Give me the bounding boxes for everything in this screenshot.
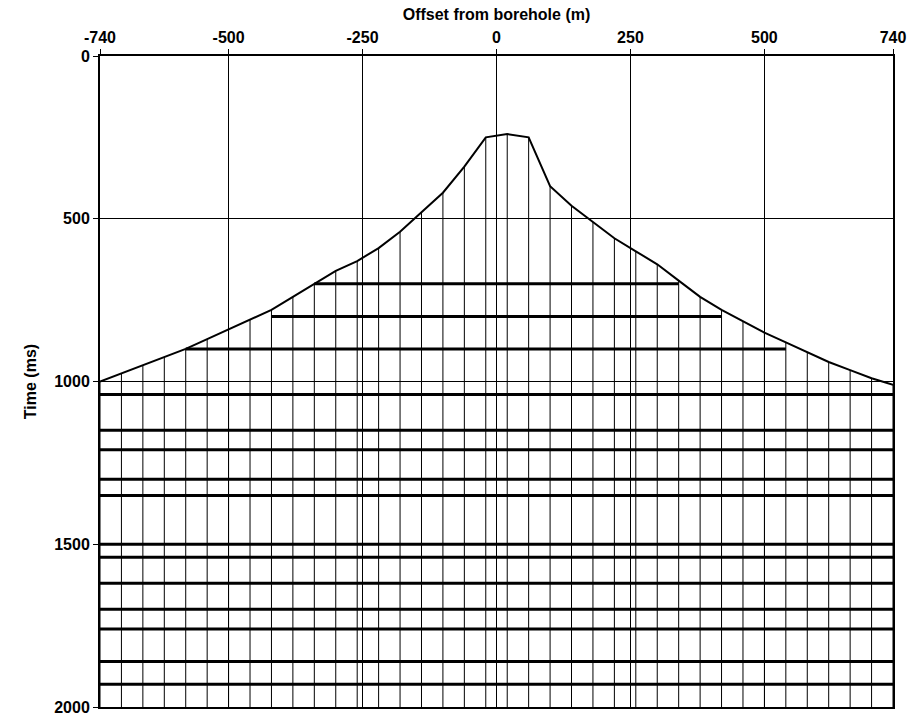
svg-text:1000: 1000 (54, 373, 90, 390)
svg-text:250: 250 (617, 29, 644, 46)
svg-text:0: 0 (492, 29, 501, 46)
svg-text:Time (ms): Time (ms) (22, 344, 39, 419)
svg-text:-500: -500 (213, 29, 245, 46)
svg-text:2000: 2000 (54, 699, 90, 716)
svg-text:0: 0 (81, 48, 90, 65)
svg-text:Offset from borehole (m): Offset from borehole (m) (403, 6, 591, 23)
svg-text:-740: -740 (84, 29, 116, 46)
svg-text:500: 500 (63, 210, 90, 227)
svg-text:-250: -250 (347, 29, 379, 46)
svg-text:1500: 1500 (54, 536, 90, 553)
svg-text:500: 500 (751, 29, 778, 46)
svg-text:740: 740 (880, 29, 907, 46)
